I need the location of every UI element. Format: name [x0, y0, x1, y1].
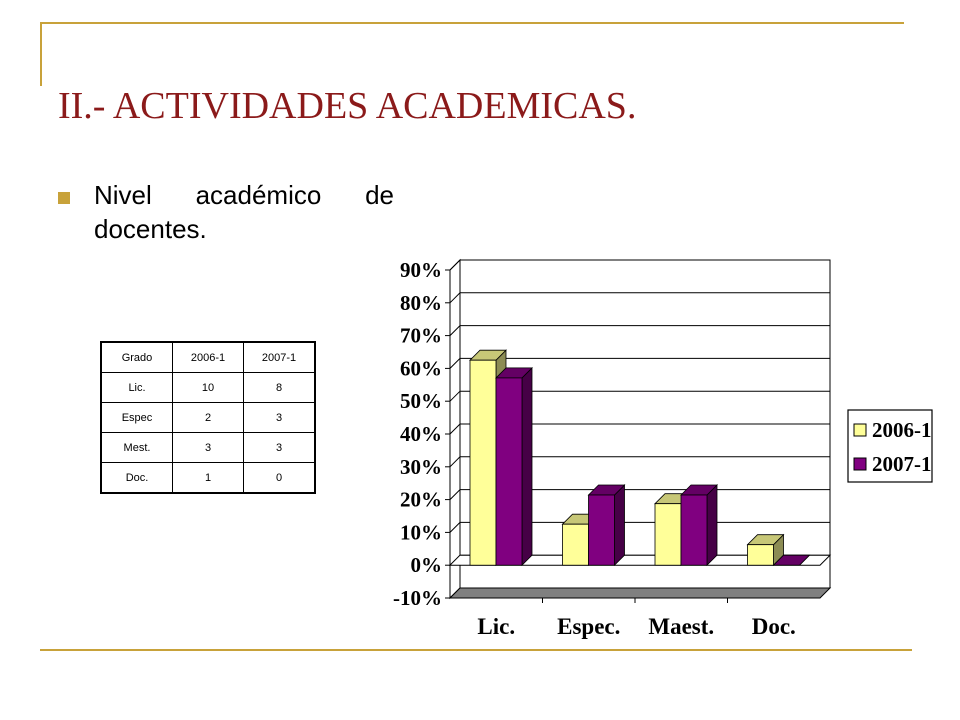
gridline — [449, 292, 830, 304]
x-tick-label: Lic. — [477, 614, 515, 639]
gridline — [449, 325, 830, 336]
legend-label: 2007-1 — [872, 452, 932, 476]
bar-top — [772, 554, 811, 566]
table-row: Lic. 10 8 — [100, 372, 316, 403]
y-tick-label: 0% — [411, 553, 443, 577]
legend-label: 2006-1 — [872, 418, 932, 442]
top-rule — [40, 22, 904, 24]
bar-side — [521, 366, 533, 567]
bar — [587, 484, 626, 567]
bar-chart: 90% 80% 70% 60% 50% 40% 30% 20% 10% 0% -10% Lic. Esp… — [393, 258, 933, 639]
y-tick-label: 40% — [400, 422, 442, 446]
table-header-cell: 2007-1 — [243, 341, 316, 373]
y-tick-label: 80% — [400, 291, 442, 315]
floor-plane — [448, 587, 832, 599]
x-tick-label: Espec. — [557, 614, 620, 639]
bar-front — [469, 359, 497, 566]
gridline — [449, 357, 830, 369]
table-cell: 3 — [243, 402, 316, 433]
bar — [495, 366, 533, 567]
y-tick-label: -10% — [393, 586, 442, 610]
bar-front — [562, 523, 589, 566]
bar-front — [588, 494, 615, 566]
y-tick-label: 30% — [400, 455, 442, 479]
gridline — [449, 456, 830, 468]
legend-swatch — [853, 423, 867, 437]
x-tick-label: Doc. — [752, 614, 796, 639]
y-tick-label: 60% — [400, 356, 442, 380]
table-header-row: Grado 2006-1 2007-1 — [100, 341, 316, 373]
bar-front — [654, 503, 682, 566]
table-cell: 8 — [243, 372, 316, 403]
y-tick-label: 70% — [400, 324, 442, 348]
y-tick-label: 90% — [400, 258, 442, 282]
table-cell: 1 — [172, 462, 244, 494]
bullet-text: Nivel académico de docentes. — [94, 180, 394, 244]
y-tick-label: 50% — [400, 389, 442, 413]
bar-front — [495, 377, 523, 566]
table-cell: 10 — [172, 372, 244, 403]
table-cell: Doc. — [100, 462, 173, 494]
table-cell: 2 — [172, 402, 244, 433]
y-tick-label: 20% — [400, 488, 442, 512]
table-cell: 3 — [243, 432, 316, 463]
data-table: Grado 2006-1 2007-1 Lic. 10 8 Espec 2 3 … — [100, 341, 316, 494]
table-cell: 0 — [243, 462, 316, 494]
bar — [746, 533, 785, 567]
left-rule — [40, 22, 42, 86]
gridline — [449, 423, 830, 435]
bar-front — [680, 494, 708, 566]
table-cell: Lic. — [100, 372, 173, 403]
table-cell: Espec — [100, 402, 173, 433]
table-header-cell: Grado — [100, 341, 173, 373]
legend-swatch — [853, 457, 867, 471]
bar-front — [747, 544, 774, 566]
bullet-square-icon — [58, 192, 70, 204]
table-header-cell: 2006-1 — [172, 341, 244, 373]
bar-side — [706, 484, 718, 567]
slide-title: II.- ACTIVIDADES ACADEMICAS. — [58, 85, 637, 127]
table-cell: Mest. — [100, 432, 173, 463]
bar-side — [614, 484, 625, 567]
bottom-rule — [40, 649, 912, 651]
x-tick-label: Maest. — [648, 614, 714, 639]
gridline — [449, 390, 830, 402]
table-row: Espec 2 3 — [100, 402, 316, 433]
table-cell: 3 — [172, 432, 244, 463]
table-row: Doc. 1 0 — [100, 462, 316, 494]
bar — [680, 484, 718, 567]
y-tick-label: 10% — [400, 520, 442, 544]
table-row: Mest. 3 3 — [100, 432, 316, 463]
gridline — [449, 259, 830, 271]
bar — [772, 554, 811, 566]
